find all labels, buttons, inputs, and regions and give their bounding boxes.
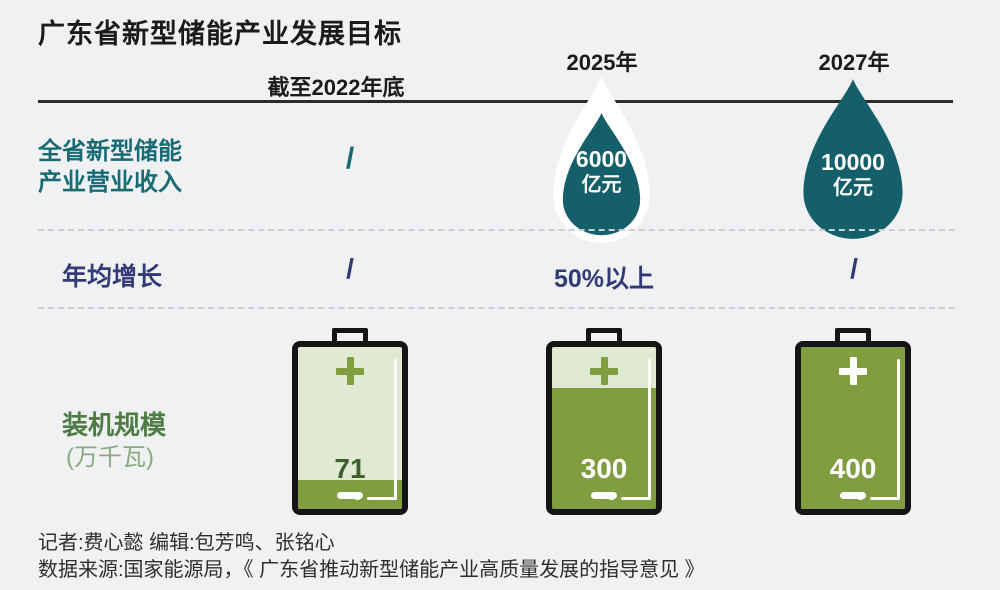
battery-highlight [897, 359, 900, 500]
battery-highlight [870, 497, 900, 500]
battery-highlight [394, 359, 397, 500]
battery-icon-2025: 300 [546, 328, 662, 516]
row-label-growth: 年均增长 [62, 263, 163, 291]
battery-highlight [367, 497, 397, 500]
battery-highlight [621, 497, 651, 500]
water-drop-icon-2025 [553, 76, 650, 243]
revenue-2025-value: 6000 [575, 146, 628, 172]
row-label-capacity-unit: (万千瓦) [66, 444, 154, 471]
revenue-2027-unit: 亿元 [833, 177, 873, 199]
plus-icon [336, 357, 364, 385]
battery-highlight [609, 497, 614, 500]
capacity-2027-value: 400 [829, 453, 877, 484]
minus-icon [840, 492, 866, 499]
growth-2025-value: 50%以上 [553, 265, 655, 293]
battery-icon-2027: 400 [795, 328, 911, 516]
row-label-capacity: 装机规模 [62, 410, 167, 440]
capacity-2022-value: 71 [334, 453, 366, 484]
minus-icon [337, 492, 363, 499]
battery-body: 71 [292, 341, 408, 515]
battery-icon-2022: 71 [292, 328, 408, 516]
column-header-2025: 2025年 [566, 50, 638, 75]
revenue-2027-value: 10000 [821, 149, 885, 175]
growth-2022-value: / [346, 253, 354, 284]
row-label-revenue-line1: 全省新型储能 [38, 138, 182, 165]
battery-highlight [355, 497, 360, 500]
battery-highlight [648, 359, 651, 500]
row-divider-dashed-1 [38, 229, 955, 231]
revenue-2025-unit: 亿元 [581, 174, 622, 196]
footer-data-source: 数据来源:国家能源局，《 广东省推动新型储能产业高质量发展的指导意见 》 [38, 559, 705, 581]
row-divider-dashed-2 [38, 307, 955, 309]
page-title: 广东省新型储能产业发展目标 [38, 19, 402, 49]
footer-credits: 记者:费心懿 编辑:包芳鸣、张铭心 [38, 532, 335, 554]
battery-highlight [858, 497, 863, 500]
header-divider-line [38, 100, 953, 103]
battery-body: 300 [546, 341, 662, 515]
water-drop-icon-2027 [803, 79, 903, 239]
column-header-2027: 2027年 [818, 50, 890, 75]
revenue-2022-value: / [345, 142, 355, 175]
battery-body: 400 [795, 341, 911, 515]
row-label-revenue-line2: 产业营业收入 [38, 169, 182, 196]
row-label-revenue: 全省新型储能 产业营业收入 [38, 136, 182, 198]
growth-2027-value: / [850, 253, 858, 284]
plus-icon [839, 357, 867, 385]
minus-icon [591, 492, 617, 499]
battery-fill-level [552, 387, 656, 509]
plus-icon [590, 357, 618, 385]
column-header-2022: 截至2022年底 [267, 75, 405, 100]
capacity-2025-value: 300 [580, 453, 628, 484]
